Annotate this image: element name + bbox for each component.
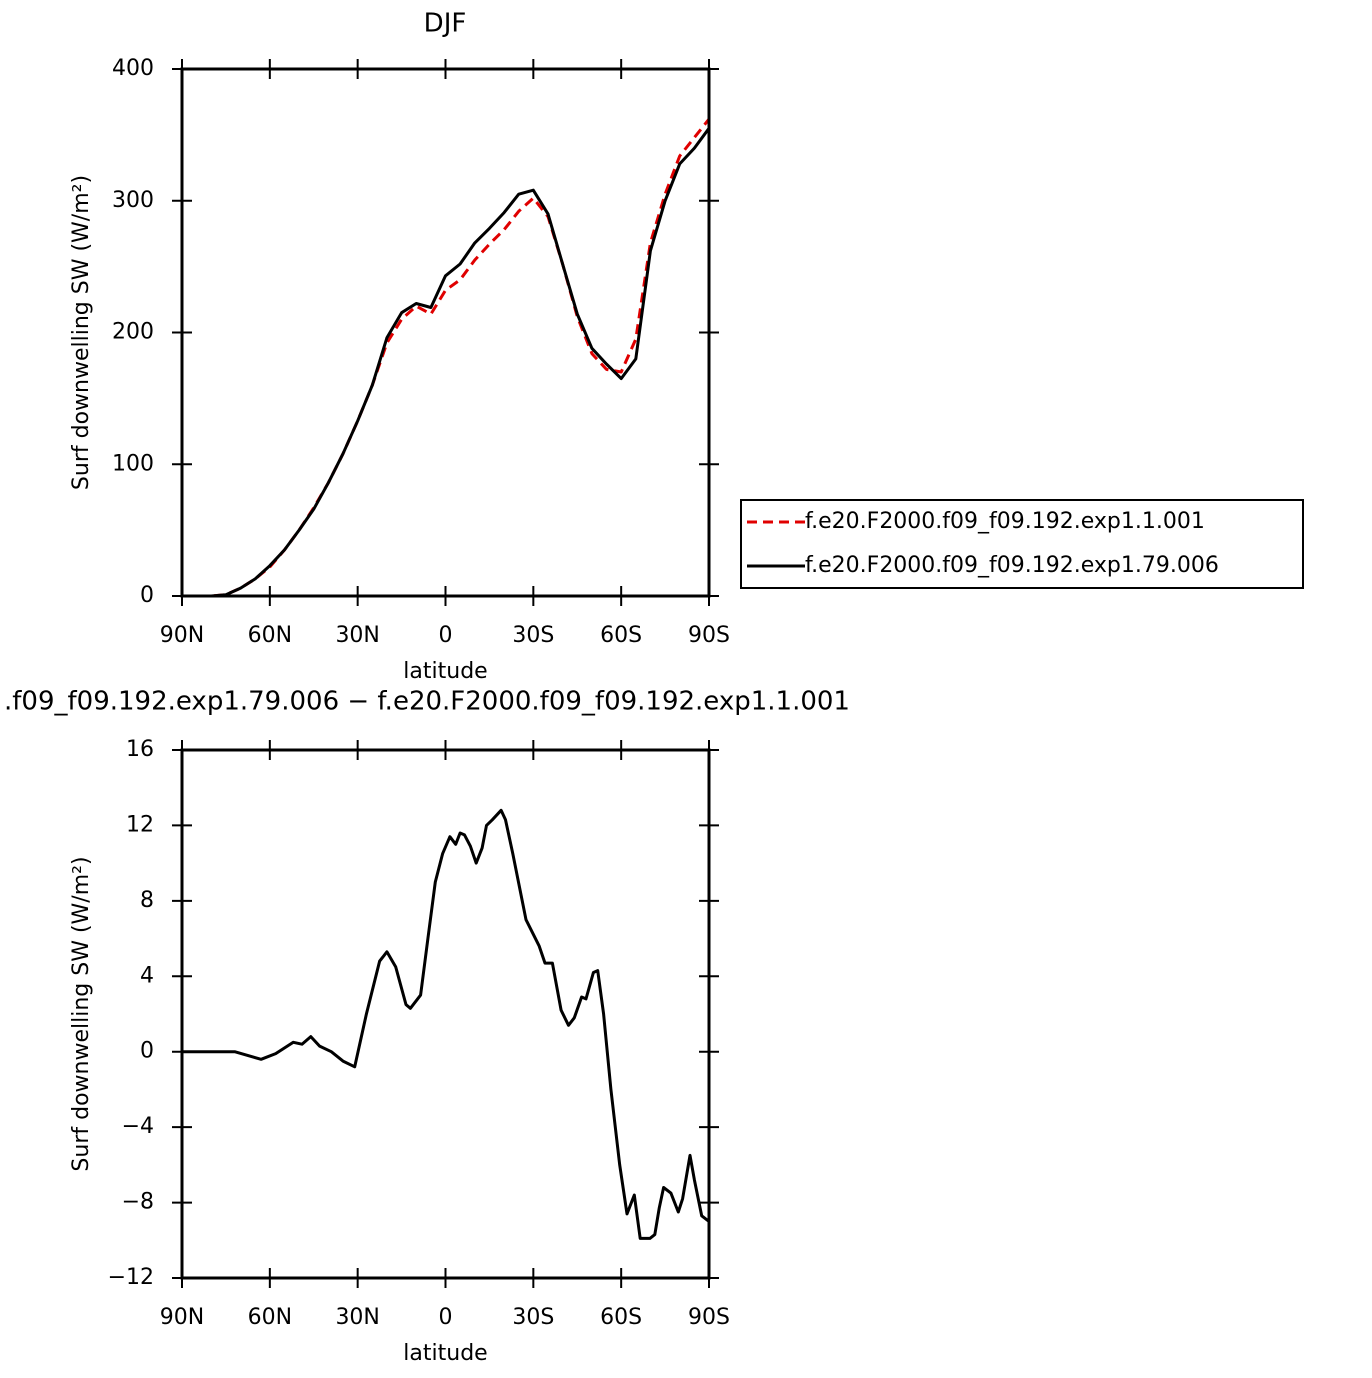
y-tick-label: 400 bbox=[112, 56, 154, 81]
data-line bbox=[182, 118, 711, 598]
chart-title: DJF bbox=[424, 9, 467, 39]
legend-label: f.e20.F2000.f09_f09.192.exp1.1.001 bbox=[805, 509, 1205, 534]
x-tick-label: 60N bbox=[248, 623, 292, 648]
chart-title: .f09_f09.192.exp1.79.006 − f.e20.F2000.f… bbox=[4, 687, 850, 717]
y-tick-label: −8 bbox=[122, 1190, 154, 1215]
x-tick-label: 30S bbox=[512, 623, 554, 648]
plot-frame bbox=[180, 67, 711, 598]
x-tick-label: 90S bbox=[688, 1305, 730, 1330]
x-tick-label: 0 bbox=[439, 1305, 453, 1330]
y-tick-label: 12 bbox=[126, 812, 154, 837]
legend-label: f.e20.F2000.f09_f09.192.exp1.79.006 bbox=[805, 553, 1219, 578]
y-tick-label: −12 bbox=[108, 1265, 154, 1290]
x-tick-label: 0 bbox=[439, 623, 453, 648]
y-tick-label: 4 bbox=[140, 963, 154, 988]
x-tick-label: 30N bbox=[335, 623, 379, 648]
x-tick-label: 30N bbox=[335, 1305, 379, 1330]
data-line bbox=[182, 808, 710, 1240]
x-tick-label: 90N bbox=[160, 623, 204, 648]
legend-box bbox=[740, 499, 1304, 589]
x-tick-label: 30S bbox=[512, 1305, 554, 1330]
y-tick-label: 0 bbox=[140, 1039, 154, 1064]
plot-frame bbox=[180, 748, 711, 1280]
y-tick-label: 16 bbox=[126, 737, 154, 762]
y-tick-label: 8 bbox=[140, 888, 154, 913]
x-axis-label: latitude bbox=[403, 1341, 487, 1366]
x-tick-label: 60S bbox=[600, 623, 642, 648]
y-tick-label: 300 bbox=[112, 188, 154, 213]
data-line bbox=[182, 127, 711, 598]
x-tick-label: 90N bbox=[160, 1305, 204, 1330]
y-axis-label: Surf downwelling SW (W/m²) bbox=[69, 175, 94, 490]
y-tick-label: −4 bbox=[122, 1114, 154, 1139]
y-tick-label: 100 bbox=[112, 451, 154, 476]
x-tick-label: 60N bbox=[248, 1305, 292, 1330]
x-axis-label: latitude bbox=[403, 659, 487, 684]
y-tick-label: 0 bbox=[140, 583, 154, 608]
y-axis-label: Surf downwelling SW (W/m²) bbox=[69, 856, 94, 1171]
y-tick-label: 200 bbox=[112, 320, 154, 345]
x-tick-label: 60S bbox=[600, 1305, 642, 1330]
x-tick-label: 90S bbox=[688, 623, 730, 648]
